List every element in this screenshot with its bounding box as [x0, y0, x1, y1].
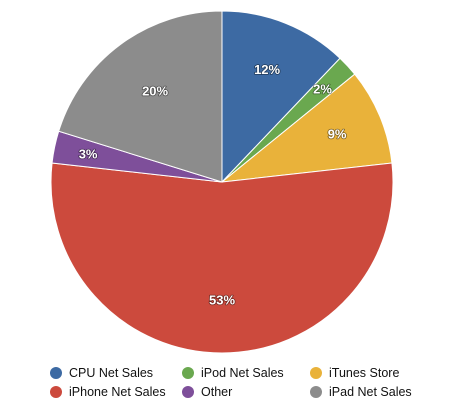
pie-chart: 12% 2% 9% 53% 3% 20% — [50, 10, 394, 354]
pie-slice-cpu-net-sales — [221, 10, 341, 184]
legend-item-cpu-net-sales: CPU Net Sales — [50, 364, 182, 381]
legend-item-iphone-net-sales: iPhone Net Sales — [50, 383, 182, 400]
data-label-other: 3% — [79, 147, 98, 162]
data-label-iphone-net-sales: 53% — [209, 293, 235, 308]
pie-slice-ipad-net-sales — [58, 10, 223, 183]
data-label-itunes-store: 9% — [328, 126, 347, 141]
legend: CPU Net Sales iPod Net Sales iTunes Store i… — [50, 364, 450, 400]
pie-slice-itunes-store — [220, 73, 393, 183]
pie-data-labels: 12% 2% 9% 53% 3% 20% — [78, 61, 348, 308]
legend-swatch-ipad-net-sales — [310, 385, 322, 398]
legend-label-ipad-net-sales: iPad Net Sales — [329, 384, 412, 399]
legend-label-other: Other — [201, 384, 233, 399]
legend-item-ipod-net-sales: iPod Net Sales — [182, 364, 310, 381]
legend-label-iphone-net-sales: iPhone Net Sales — [69, 384, 166, 399]
legend-item-itunes-store: iTunes Store — [310, 364, 440, 381]
legend-item-other: Other — [182, 383, 310, 400]
data-label-ipad-net-sales: 20% — [142, 84, 168, 99]
legend-swatch-itunes-store — [310, 366, 322, 379]
legend-swatch-iphone-net-sales — [50, 385, 62, 398]
pie-slices — [50, 10, 394, 354]
legend-swatch-ipod-net-sales — [182, 366, 194, 379]
legend-swatch-cpu-net-sales — [50, 366, 62, 379]
legend-label-ipod-net-sales: iPod Net Sales — [201, 365, 284, 380]
data-label-cpu-net-sales: 12% — [254, 62, 280, 77]
legend-swatch-other — [182, 385, 194, 398]
pie-slice-iphone-net-sales — [50, 162, 394, 354]
legend-item-ipad-net-sales: iPad Net Sales — [310, 383, 440, 400]
legend-label-cpu-net-sales: CPU Net Sales — [69, 365, 154, 380]
legend-label-itunes-store: iTunes Store — [329, 365, 400, 380]
data-label-ipod-net-sales: 2% — [313, 82, 332, 97]
